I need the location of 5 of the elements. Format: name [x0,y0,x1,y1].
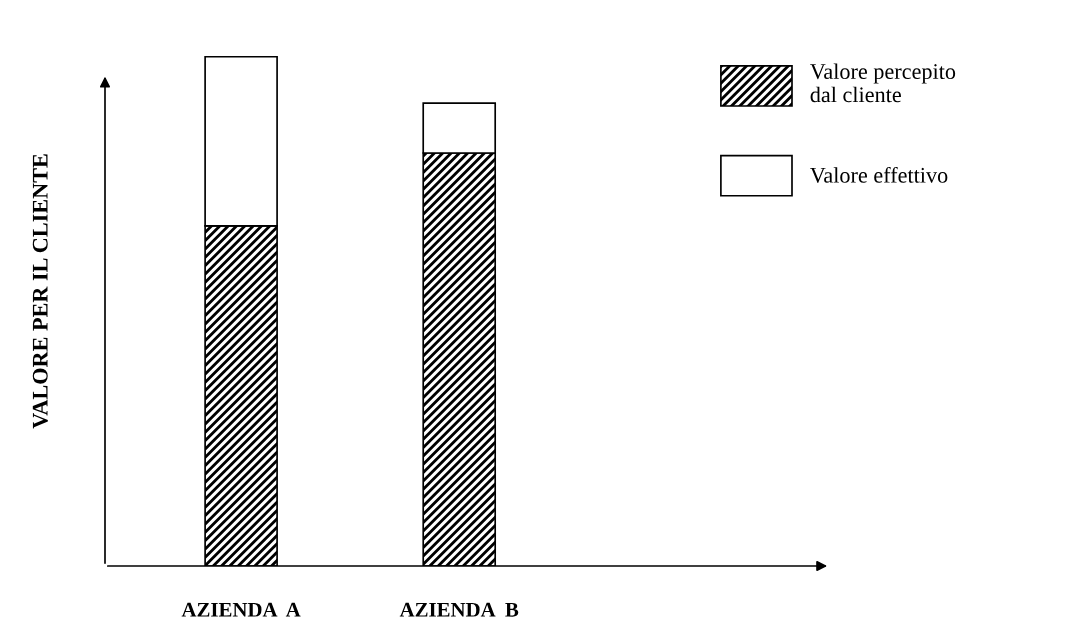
x-tick-label: AZIENDA A [181,602,301,617]
y-axis-title: VALORE PER IL CLIENTE [32,154,48,429]
legend-label: Valore percepito dal cliente [810,63,956,103]
x-tick-label: AZIENDA B [399,602,519,617]
legend-label: Valore effettivo [810,166,948,183]
